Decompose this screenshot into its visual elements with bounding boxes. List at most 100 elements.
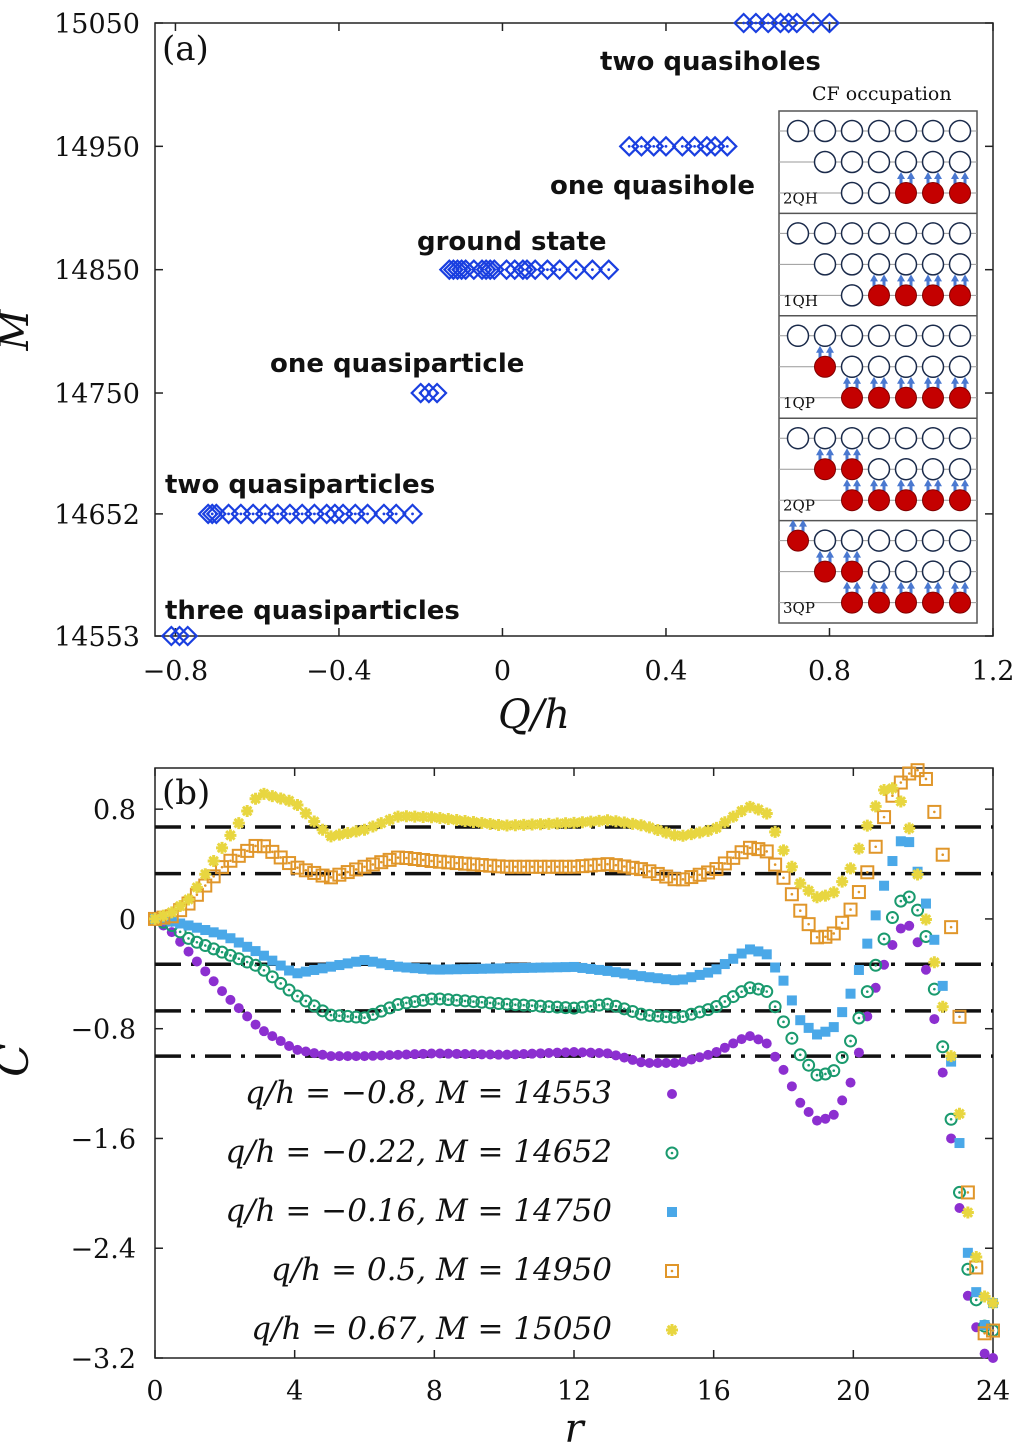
data-point	[426, 382, 448, 404]
data-point	[887, 856, 898, 867]
panel-b-xtick-label: 16	[696, 1376, 730, 1407]
data-point	[215, 945, 229, 959]
empty-orbital	[894, 457, 918, 481]
data-point	[575, 859, 590, 874]
occupied-orbital	[868, 386, 890, 409]
data-point	[274, 792, 287, 805]
data-point	[652, 973, 663, 984]
data-point	[424, 853, 439, 868]
legend-label-1: q/h = −0.8, M = 14553	[245, 1075, 612, 1111]
flux-arrow-head	[934, 172, 942, 179]
data-point	[851, 885, 866, 900]
legend-marker	[666, 1324, 678, 1336]
legend-label-3: q/h = −0.16, M = 14750	[225, 1193, 612, 1229]
flux-arrow-head	[907, 274, 915, 282]
data-point-dot	[271, 850, 274, 854]
data-point-dot	[533, 268, 537, 272]
data-point	[526, 818, 539, 831]
data-point	[525, 859, 540, 874]
data-point-dot	[648, 1014, 651, 1017]
data-point-dot	[765, 990, 769, 993]
data-point	[542, 1000, 556, 1014]
data-point	[341, 1009, 355, 1023]
empty-orbital	[948, 150, 972, 174]
data-point	[644, 1058, 655, 1068]
panel-a-xtick-label: 0.4	[644, 656, 687, 687]
data-point	[803, 1107, 814, 1118]
data-point	[495, 259, 518, 281]
data-point	[835, 1051, 849, 1065]
data-point-dot	[857, 890, 861, 894]
data-point-dot	[539, 865, 542, 869]
empty-orbital	[867, 426, 891, 450]
legend-label-4: q/h = 0.5, M = 14950	[271, 1252, 612, 1288]
data-point	[198, 939, 212, 953]
empty-orbital	[840, 529, 864, 552]
data-point	[558, 859, 573, 874]
data-point	[501, 963, 512, 974]
data-point	[642, 864, 657, 879]
data-point-dot	[210, 512, 214, 516]
data-point-dot	[514, 1003, 517, 1006]
data-point-dot	[795, 21, 799, 25]
data-point-dot	[388, 858, 391, 862]
data-point	[224, 829, 237, 842]
flux-arrow-head	[934, 479, 942, 487]
data-point	[485, 963, 496, 974]
data-point-dot	[754, 21, 758, 25]
occupied-orbital	[895, 386, 917, 409]
panel-a-ylabel: M	[0, 308, 38, 351]
data-point-dot	[782, 876, 785, 880]
data-point	[703, 1049, 714, 1060]
data-point	[408, 810, 421, 823]
data-point	[258, 1026, 269, 1037]
data-point	[560, 1047, 571, 1058]
cf-occupation-inset: CF occupation 2QH 1QH 1QP 2QP 3QP	[778, 83, 978, 624]
data-point-dot	[639, 1012, 643, 1016]
data-point-dot	[555, 1005, 559, 1009]
legend-marker-dot	[670, 1151, 674, 1155]
data-point	[518, 962, 529, 973]
data-point	[160, 625, 182, 647]
data-point-dot	[840, 1056, 844, 1059]
data-point-dot	[882, 937, 886, 941]
data-point	[460, 1048, 471, 1059]
data-point	[410, 382, 432, 404]
data-point	[593, 814, 606, 827]
data-point-dot	[798, 1053, 802, 1057]
data-point	[650, 866, 665, 881]
data-point-dot	[455, 998, 458, 1002]
data-point-dot	[505, 1002, 509, 1006]
data-point-dot	[279, 982, 283, 985]
data-point	[894, 795, 907, 808]
data-point-dot	[447, 861, 450, 864]
data-point	[383, 813, 396, 826]
data-point	[608, 858, 623, 873]
data-point	[550, 859, 565, 874]
empty-orbital	[840, 222, 864, 245]
empty-orbital	[867, 355, 891, 379]
data-point	[676, 829, 689, 842]
data-point-dot	[832, 932, 836, 935]
data-point	[233, 1003, 244, 1014]
data-point	[718, 816, 731, 829]
data-point-dot	[648, 869, 651, 873]
empty-orbital	[894, 560, 918, 583]
data-point	[232, 952, 246, 966]
data-point	[777, 844, 790, 857]
data-point	[535, 1048, 546, 1059]
data-point	[703, 967, 714, 978]
data-point-dot	[463, 999, 467, 1003]
data-point-dot	[706, 871, 710, 874]
data-point-dot	[607, 268, 611, 272]
data-point-dot	[288, 512, 292, 516]
data-point	[828, 1109, 839, 1120]
data-point	[483, 858, 498, 873]
data-point-dot	[748, 846, 752, 850]
data-point	[895, 923, 906, 934]
data-point	[250, 946, 261, 957]
data-point	[425, 811, 438, 824]
data-point	[870, 910, 881, 921]
data-point-dot	[891, 916, 894, 919]
data-point-dot	[329, 1013, 333, 1017]
